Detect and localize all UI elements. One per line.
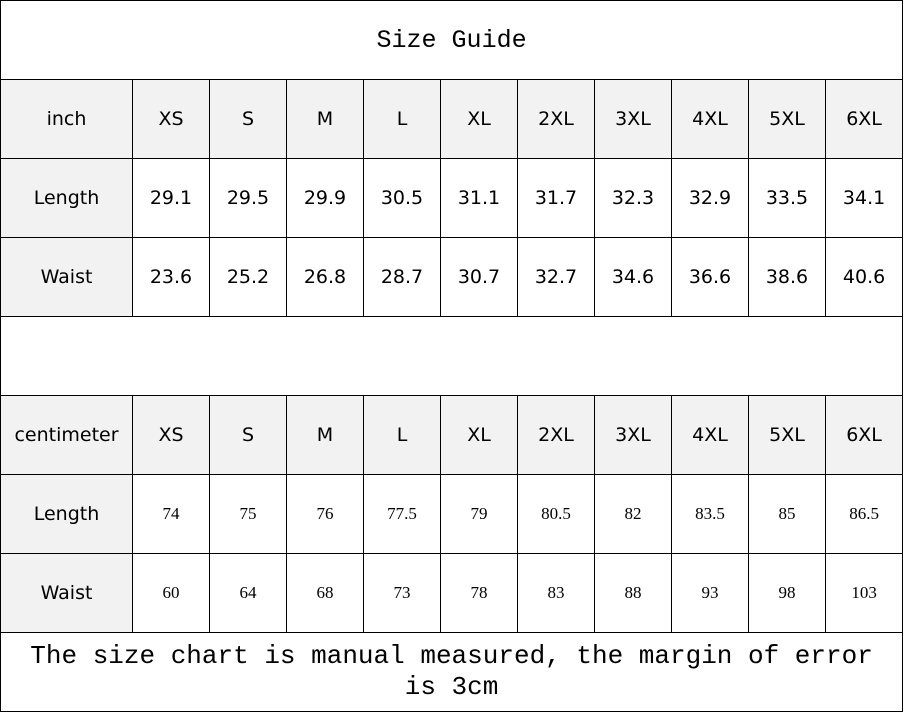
size-header: 5XL <box>748 79 826 159</box>
measurement-cell: 60 <box>132 553 210 633</box>
size-header: 4XL <box>671 79 749 159</box>
size-header: 2XL <box>517 79 595 159</box>
measurement-cell: 75 <box>209 474 287 554</box>
size-header: 6XL <box>824 395 903 475</box>
table-row: Length 29.1 29.5 29.9 30.5 31.1 31.7 32.3 32.9 33… <box>0 158 903 238</box>
spacer-row <box>0 316 903 396</box>
size-guide-title: Size Guide <box>0 0 903 80</box>
table-row: Waist 60 64 68 73 78 83 88 93 98 103 <box>0 553 903 633</box>
size-header: L <box>363 79 441 159</box>
size-header: S <box>209 395 287 475</box>
measurement-cell: 73 <box>363 553 441 633</box>
measurement-cell: 98 <box>748 553 826 633</box>
size-header: L <box>363 395 441 475</box>
size-header: 6XL <box>824 79 903 159</box>
row-label: Waist <box>0 553 133 633</box>
size-header: XL <box>440 79 518 159</box>
measurement-cell: 76 <box>286 474 364 554</box>
inch_table-header-row: inch XS S M L XL 2XL 3XL 4XL 5XL 6XL <box>0 79 903 159</box>
measurement-cell: 32.3 <box>594 158 672 238</box>
measurement-cell: 29.5 <box>209 158 287 238</box>
size-header: 3XL <box>594 395 672 475</box>
measurement-cell: 82 <box>594 474 672 554</box>
footer-row: The size chart is manual measured, the m… <box>0 632 903 712</box>
size-header: XL <box>440 395 518 475</box>
unit-header: centimeter <box>0 395 133 475</box>
unit-header: inch <box>0 79 133 159</box>
measurement-cell: 31.1 <box>440 158 518 238</box>
measurement-cell: 25.2 <box>209 237 287 317</box>
measurement-cell: 38.6 <box>748 237 826 317</box>
measurement-cell: 88 <box>594 553 672 633</box>
measurement-cell: 26.8 <box>286 237 364 317</box>
measurement-cell: 64 <box>209 553 287 633</box>
row-label: Length <box>0 474 133 554</box>
table-row: Waist 23.6 25.2 26.8 28.7 30.7 32.7 34.6 36.6 38.… <box>0 237 903 317</box>
measurement-cell: 77.5 <box>363 474 441 554</box>
size-header: XS <box>132 395 210 475</box>
size-header: M <box>286 79 364 159</box>
size-header: 2XL <box>517 395 595 475</box>
cm_table-header-row: centimeter XS S M L XL 2XL 3XL 4XL 5XL 6XL <box>0 395 903 475</box>
spacer-cell <box>0 316 903 396</box>
size-header: 3XL <box>594 79 672 159</box>
measurement-cell: 80.5 <box>517 474 595 554</box>
measurement-cell: 78 <box>440 553 518 633</box>
measurement-cell: 30.5 <box>363 158 441 238</box>
measurement-cell: 34.1 <box>824 158 903 238</box>
table-row: Length 74 75 76 77.5 79 80.5 82 83.5 85 86.5 <box>0 474 903 554</box>
measurement-cell: 32.9 <box>671 158 749 238</box>
measurement-cell: 33.5 <box>748 158 826 238</box>
measurement-cell: 32.7 <box>517 237 595 317</box>
measurement-cell: 29.1 <box>132 158 210 238</box>
measurement-cell: 83.5 <box>671 474 749 554</box>
measurement-cell: 86.5 <box>824 474 903 554</box>
size-header: XS <box>132 79 210 159</box>
measurement-cell: 36.6 <box>671 237 749 317</box>
measurement-cell: 34.6 <box>594 237 672 317</box>
row-label: Waist <box>0 237 133 317</box>
footer-note: The size chart is manual measured, the m… <box>0 632 903 712</box>
size-header: M <box>286 395 364 475</box>
measurement-cell: 79 <box>440 474 518 554</box>
measurement-cell: 103 <box>824 553 903 633</box>
measurement-cell: 93 <box>671 553 749 633</box>
measurement-cell: 29.9 <box>286 158 364 238</box>
measurement-cell: 85 <box>748 474 826 554</box>
measurement-cell: 83 <box>517 553 595 633</box>
measurement-cell: 23.6 <box>132 237 210 317</box>
measurement-cell: 28.7 <box>363 237 441 317</box>
row-label: Length <box>0 158 133 238</box>
measurement-cell: 68 <box>286 553 364 633</box>
measurement-cell: 40.6 <box>824 237 903 317</box>
size-header: 4XL <box>671 395 749 475</box>
measurement-cell: 30.7 <box>440 237 518 317</box>
measurement-cell: 74 <box>132 474 210 554</box>
measurement-cell: 31.7 <box>517 158 595 238</box>
size-header: 5XL <box>748 395 826 475</box>
size-header: S <box>209 79 287 159</box>
